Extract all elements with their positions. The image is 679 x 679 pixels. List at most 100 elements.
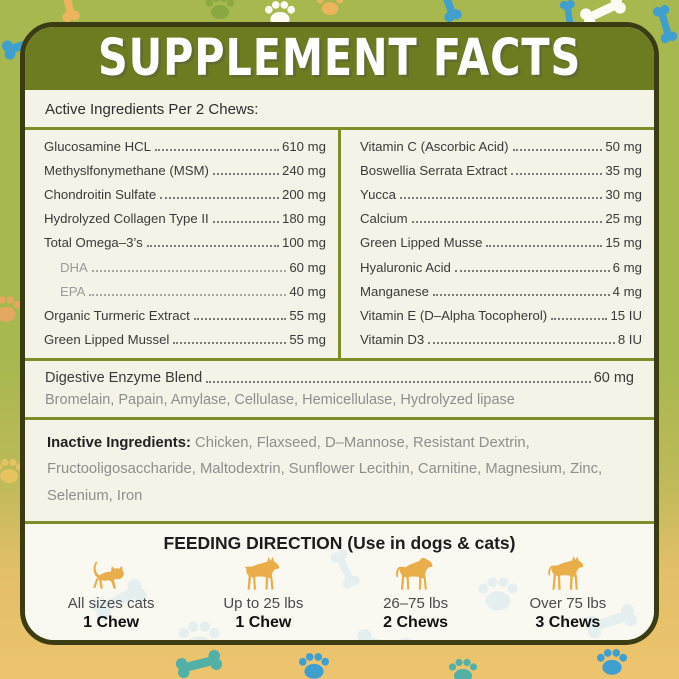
ingredient-name: Organic Turmeric Extract <box>44 308 190 324</box>
supplement-facts-header: SUPPLEMENT FACTS <box>25 27 654 90</box>
active-ingredients-table: Glucosamine HCL 610 mg Methyslfonymethan… <box>25 127 654 358</box>
ingredient-value: 4 mg <box>612 283 642 299</box>
dots-leader <box>411 221 603 224</box>
ingredient-name: EPA <box>60 283 86 299</box>
ingredient-value: 35 mg <box>605 162 642 178</box>
dots-leader <box>486 245 603 248</box>
feeding-direction-section: FEEDING DIRECTION (Use in dogs & cats) A… <box>25 520 654 640</box>
feeding-item-cat: All sizes cats 1 Chew <box>35 556 187 632</box>
dots-leader <box>511 172 603 175</box>
feeding-direction-heading: FEEDING DIRECTION (Use in dogs & cats) <box>163 532 516 553</box>
feeding-size-label: Up to 25 lbs <box>223 595 304 612</box>
ingredient-row: Digestive Enzyme Blend 60 mg <box>45 370 634 386</box>
paw-icon <box>596 648 628 676</box>
feeding-grid: All sizes cats 1 Chew Up to 25 lbs 1 Che… <box>35 555 644 632</box>
feeding-item-small-dog: Up to 25 lbs 1 Chew <box>187 556 339 632</box>
dots-leader <box>432 293 610 296</box>
large-dog-icon <box>548 555 584 590</box>
ingredient-value: 100 mg <box>282 235 326 251</box>
feeding-size-label: Over 75 lbs <box>529 595 607 612</box>
ingredient-value: 610 mg <box>282 138 326 154</box>
ingredient-value: 60 mg <box>289 259 326 275</box>
ingredient-row: Green Lipped Mussel 55 mg <box>44 332 326 347</box>
paw-icon <box>0 295 22 323</box>
inactive-ingredients-text: Chicken, Flaxseed, D–Mannose, Resistant … <box>47 435 603 504</box>
feeding-size-label: All sizes cats <box>67 595 155 612</box>
active-right-column: Vitamin C (Ascorbic Acid) 50 mg Boswelli… <box>341 130 654 358</box>
ingredient-row: Vitamin D3 8 IU <box>360 332 642 347</box>
ingredient-name: Hyaluronic Acid <box>360 259 451 275</box>
ingredient-value: 8 IU <box>617 332 642 348</box>
ingredient-value: 55 mg <box>289 308 326 324</box>
digestive-enzyme-section: Digestive Enzyme Blend 60 mg Bromelain, … <box>25 358 654 417</box>
dots-leader <box>206 381 591 383</box>
ingredient-name: Yucca <box>360 187 396 203</box>
ingredient-row: Boswellia Serrata Extract 35 mg <box>360 163 642 178</box>
dots-leader <box>212 221 279 224</box>
enzyme-components: Bromelain, Papain, Amylase, Cellulase, H… <box>45 392 515 408</box>
inactive-ingredients-section: Inactive Ingredients: Chicken, Flaxseed,… <box>25 417 654 521</box>
dots-leader <box>212 172 279 175</box>
ingredient-row: Vitamin C (Ascorbic Acid) 50 mg <box>360 139 642 154</box>
ingredient-row: Organic Turmeric Extract 55 mg <box>44 308 326 323</box>
ingredient-row: EPA 40 mg <box>44 284 326 299</box>
ingredient-value: 25 mg <box>605 211 642 227</box>
small-dog-icon <box>244 556 280 590</box>
dots-leader <box>89 293 287 296</box>
feeding-dose-label: 3 Chews <box>535 614 601 631</box>
feeding-item-large-dog: Over 75 lbs 3 Chews <box>492 555 644 632</box>
ingredient-name: Green Lipped Mussel <box>44 332 170 348</box>
ingredient-value: 60 mg <box>593 370 634 386</box>
ingredient-row: DHA 60 mg <box>44 260 326 275</box>
dots-leader <box>91 269 287 272</box>
dots-leader <box>512 148 603 151</box>
feeding-dose-label: 2 Chews <box>383 614 449 631</box>
dots-leader <box>173 342 287 345</box>
ingredient-name: Vitamin D3 <box>360 332 425 348</box>
bone-icon <box>54 0 82 24</box>
ingredient-row: Green Lipped Musse 15 mg <box>360 235 642 250</box>
dots-leader <box>551 318 608 321</box>
ingredient-name: Calcium <box>360 211 408 227</box>
ingredient-value: 55 mg <box>289 332 326 348</box>
paw-icon <box>448 658 478 679</box>
column-divider <box>338 130 341 358</box>
feeding-item-medium-dog: 26–75 lbs 2 Chews <box>340 556 492 632</box>
supplement-card: SUPPLEMENT FACTS Active Ingredients Per … <box>20 22 659 645</box>
feeding-dose-label: 1 Chew <box>235 614 292 631</box>
ingredient-row: Hydrolyzed Collagen Type II 180 mg <box>44 211 326 226</box>
ingredient-value: 15 mg <box>605 235 642 251</box>
medium-dog-icon <box>395 557 433 590</box>
cat-icon <box>93 561 124 589</box>
ingredient-row: Glucosamine HCL 610 mg <box>44 139 326 154</box>
paw-icon <box>298 652 330 679</box>
inactive-ingredients-label: Inactive Ingredients: <box>47 435 191 451</box>
ingredient-name: Vitamin C (Ascorbic Acid) <box>360 138 509 154</box>
ingredient-value: 180 mg <box>282 211 326 227</box>
dots-leader <box>428 342 615 345</box>
feeding-size-label: 26–75 lbs <box>383 595 449 612</box>
dots-leader <box>454 269 610 272</box>
active-left-column: Glucosamine HCL 610 mg Methyslfonymethan… <box>25 130 338 358</box>
ingredient-row: Total Omega–3’s 100 mg <box>44 235 326 250</box>
ingredient-value: 30 mg <box>605 187 642 203</box>
ingredient-value: 15 IU <box>610 308 642 324</box>
dots-leader <box>193 318 287 321</box>
ingredient-name: Manganese <box>360 283 429 299</box>
page-title: SUPPLEMENT FACTS <box>97 28 582 89</box>
paw-icon <box>205 0 235 20</box>
ingredient-row: Chondroitin Sulfate 200 mg <box>44 187 326 202</box>
ingredient-name: Glucosamine HCL <box>44 138 152 154</box>
ingredient-value: 6 mg <box>612 259 642 275</box>
ingredient-row: Yucca 30 mg <box>360 187 642 202</box>
paw-icon <box>316 0 344 16</box>
ingredient-name: Chondroitin Sulfate <box>44 187 157 203</box>
active-ingredients-heading: Active Ingredients Per 2 Chews: <box>25 90 654 127</box>
ingredient-row: Vitamin E (D–Alpha Tocopherol) 15 IU <box>360 308 642 323</box>
ingredient-row: Hyaluronic Acid 6 mg <box>360 260 642 275</box>
ingredient-row: Methyslfonymethane (MSM) 240 mg <box>44 163 326 178</box>
dots-leader <box>399 197 603 200</box>
ingredient-name: Hydrolyzed Collagen Type II <box>44 211 209 227</box>
dots-leader <box>155 148 279 151</box>
ingredient-name: Digestive Enzyme Blend <box>45 370 203 386</box>
